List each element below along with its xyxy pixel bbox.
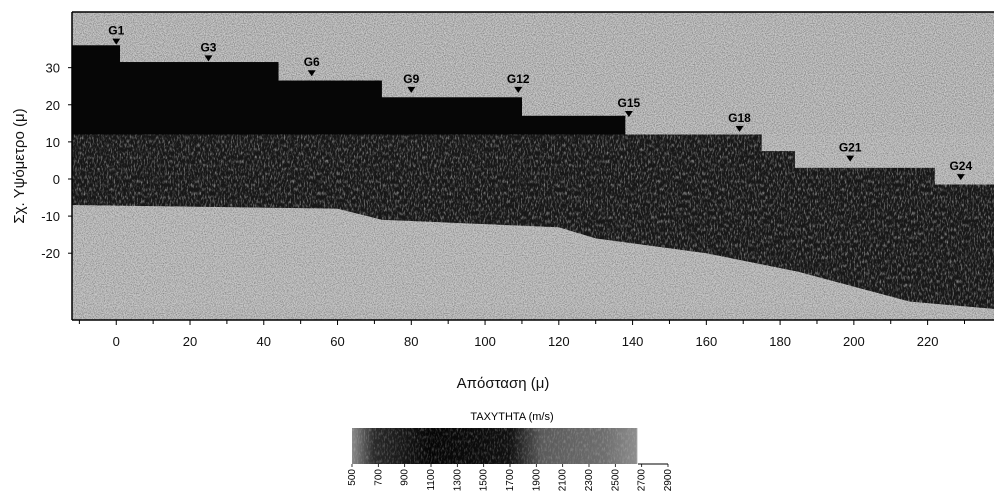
colorbar-tick-label: 1700 xyxy=(505,469,516,492)
axes: 0 20 40 60 80 100 120 140 160 180 200 2203020100-10… xyxy=(41,11,994,349)
y-tick-label: 0 xyxy=(53,172,60,187)
geophone-marker xyxy=(846,155,855,162)
colorbar-tick-label: 1900 xyxy=(531,469,542,492)
geophone-marker xyxy=(624,111,633,118)
x-tick-label: 120 xyxy=(548,334,570,349)
y-tick-label: 10 xyxy=(46,135,60,150)
y-tick-label: 30 xyxy=(46,61,60,76)
colorbar-tick-label: 1500 xyxy=(479,469,490,492)
x-tick-label: 180 xyxy=(769,334,791,349)
colorbar-tick-label: 2700 xyxy=(637,469,648,492)
x-tick-label: 100 xyxy=(474,334,496,349)
x-tick-label: 160 xyxy=(695,334,717,349)
geophone-marker xyxy=(514,86,523,93)
x-tick-label: 0 xyxy=(113,334,120,349)
geophone-label: G24 xyxy=(949,159,972,173)
geophone-marker xyxy=(407,86,416,93)
x-tick-label: 80 xyxy=(404,334,418,349)
geophone-marker xyxy=(307,70,316,77)
x-tick-label: 40 xyxy=(257,334,271,349)
colorbar-tick-label: 700 xyxy=(373,469,384,486)
x-tick-label: 140 xyxy=(622,334,644,349)
geophone-marker xyxy=(204,55,213,62)
colorbar: ΤΑΧΥΤΗΤΑ (m/s) 500 700 900 1100 1300 1500 1700… xyxy=(347,411,674,491)
y-tick-label: 20 xyxy=(46,98,60,113)
y-axis-title: Σχ. Υψόμετρο (μ) xyxy=(11,108,28,223)
surface-band xyxy=(72,45,994,185)
colorbar-tick-label: 500 xyxy=(347,469,358,486)
colorbar-tick-label: 2500 xyxy=(610,469,621,492)
colorbar-tick-label: 1300 xyxy=(452,469,463,492)
y-tick-label: -10 xyxy=(41,209,60,224)
colorbar-tick-label: 900 xyxy=(400,469,411,486)
colorbar-tick-label: 2300 xyxy=(584,469,595,492)
geophone-label: G15 xyxy=(618,96,641,110)
geophone-marker xyxy=(956,174,965,181)
x-tick-label: 20 xyxy=(183,334,197,349)
x-tick-label: 60 xyxy=(330,334,344,349)
x-tick-label: 200 xyxy=(843,334,865,349)
geophone-label: G9 xyxy=(403,72,419,86)
geophone-label: G3 xyxy=(200,40,216,54)
geophone-marker xyxy=(735,125,744,132)
geophone-label: G21 xyxy=(839,141,862,155)
colorbar-tick-label: 1100 xyxy=(426,469,437,491)
x-tick-label: 220 xyxy=(917,334,939,349)
geophone-label: G6 xyxy=(304,55,320,69)
geophone-label: G18 xyxy=(728,111,751,125)
colorbar-title: ΤΑΧΥΤΗΤΑ (m/s) xyxy=(470,411,553,423)
colorbar-tick-label: 2100 xyxy=(558,469,569,492)
plot-area: G1 G3 G6 G9 G12 G15 G18 G21 G24 xyxy=(72,12,994,320)
x-axis-title: Απόσταση (μ) xyxy=(457,375,550,392)
lower-layer-texture xyxy=(72,134,994,309)
geophone-label: G1 xyxy=(108,24,124,38)
geophone-marker xyxy=(112,38,121,45)
y-tick-label: -20 xyxy=(41,246,60,261)
colorbar-tick-label: 2900 xyxy=(663,469,674,492)
geophone-label: G12 xyxy=(507,72,530,86)
colorbar-texture xyxy=(352,428,637,464)
